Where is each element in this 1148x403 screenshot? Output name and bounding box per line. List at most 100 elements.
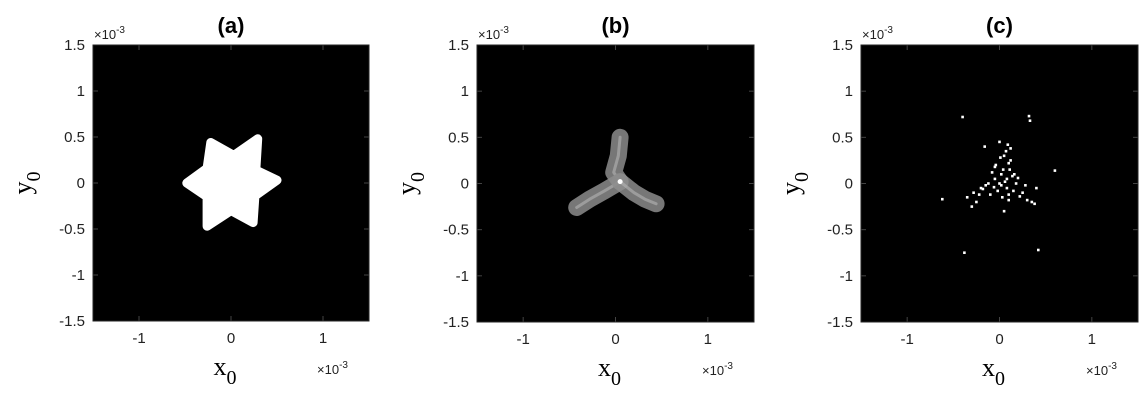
y-tick-label: -0.5 [59,221,85,238]
scatter-point [1021,191,1024,194]
scatter-point [1028,119,1032,122]
y-tick-label: -0.5 [443,222,469,239]
x-exponent-label: ×10-3 [1086,361,1117,378]
panel-a: -1 0 1 1.5 1 0.5 0 -0.5 -1 -1.5 (a) ×10-3 ×10-3 x0 y0 [8,13,370,389]
scatter-point [989,193,992,196]
scatter-point [1005,177,1009,181]
scatter-point [1030,200,1034,204]
tripod-arm-core-3 [618,180,658,206]
scatter-point [993,165,997,169]
y-tick-label: 1 [461,83,469,100]
scatter-point [970,205,974,208]
scatter-point [1000,184,1003,187]
x-tick-label: 0 [611,331,619,348]
y-exponent-label: ×10-3 [94,25,125,42]
x-tick-label: 1 [704,331,712,348]
y-tick-label: 0.5 [448,129,469,146]
scatter-point [998,140,1001,144]
scatter-point [1007,198,1010,202]
scatter-point [987,182,990,185]
scatter-point [1009,147,1012,150]
scatter-point [999,156,1002,159]
scatter-point [1009,159,1012,162]
y-tick-label: 1.5 [448,37,469,54]
scatter-point [972,191,975,194]
y-axis-label: y0 [776,172,813,195]
y-tick-label: 1 [77,83,85,100]
scatter-point [1053,169,1057,172]
scatter-point [984,184,987,187]
y-tick-label: -1.5 [827,314,853,331]
scatter-point [1011,174,1014,178]
x-exponent-label: ×10-3 [317,360,348,377]
y-exponent-label: ×10-3 [862,25,893,42]
scatter-point [996,189,999,193]
x-axis-label: x0 [982,353,1005,390]
scatter-point [1018,195,1022,198]
y-tick-label: 0.5 [832,129,853,146]
x-tick-label: 0 [227,330,235,347]
y-tick-label: 0 [461,176,469,193]
x-tick-label: -1 [516,331,529,348]
scatter-point [1024,184,1027,187]
scatter-point [1008,168,1011,171]
axes-frame [860,44,1139,323]
y-axis-label: y0 [392,172,429,195]
y-tick-label: 1 [845,83,853,100]
scatter-point [1016,176,1020,180]
y-tick-label: -1 [456,268,469,285]
x-axis-label: x0 [598,353,621,390]
panel-title: (c) [986,13,1013,38]
scatter-point [1007,161,1010,165]
x-tick-label: -1 [900,331,913,348]
y-tick-label: -1 [840,268,853,285]
scatter-point [977,193,981,196]
scatter-point [1002,209,1006,213]
scatter-point [1005,186,1009,190]
tripod-center [617,179,623,185]
scatter-point [994,163,998,167]
scatter-point [990,171,994,174]
scatter-point [1027,114,1031,118]
scatter-point [1037,248,1040,252]
star-shape [182,134,282,231]
scatter-point [979,186,983,190]
scatter-point [1000,173,1003,176]
scatter-point [941,197,944,201]
scatter-point [1033,202,1036,206]
y-tick-label: -0.5 [827,222,853,239]
scatter-point [1007,193,1010,196]
scatter-point [975,200,978,204]
scatter-point [1025,198,1029,202]
x-tick-label: 1 [1088,331,1096,348]
panel-b: -1 0 1 1.5 1 0.5 0 -0.5 -1 -1.5 (b) ×10-3 ×10-3 x0 y0 [392,13,755,390]
scatter-point [998,182,1001,185]
scatter-point [983,145,986,148]
y-exponent-label: ×10-3 [478,25,509,42]
y-tick-label: 0 [77,175,85,192]
scatter-point [1006,143,1010,146]
scatter-point [1012,189,1015,193]
scatter-point [1001,196,1004,199]
x-tick-label: 1 [319,330,327,347]
y-tick-label: -1.5 [443,314,469,331]
y-tick-label: 0 [845,176,853,193]
scatter-point [1002,154,1006,158]
scatter-point [1013,173,1016,176]
x-axis-label: x0 [214,352,237,389]
axes-frame [92,44,370,322]
tripod-arm-core-2 [575,180,622,209]
scatter-point [1035,186,1038,190]
panel-title: (b) [601,13,629,38]
x-tick-label: 0 [995,331,1003,348]
y-tick-label: 1.5 [64,37,85,54]
panel-c: -1 0 1 1.5 1 0.5 0 -0.5 -1 -1.5 (c) ×10-3 ×10-3 x0 y0 [776,13,1139,390]
y-axis-label: y0 [8,172,45,195]
scatter-point [993,177,997,181]
x-exponent-label: ×10-3 [702,361,733,378]
axes-frame [476,44,755,323]
scatter-point [981,187,985,191]
x-tick-label: -1 [132,330,145,347]
scatter-point [961,115,964,119]
